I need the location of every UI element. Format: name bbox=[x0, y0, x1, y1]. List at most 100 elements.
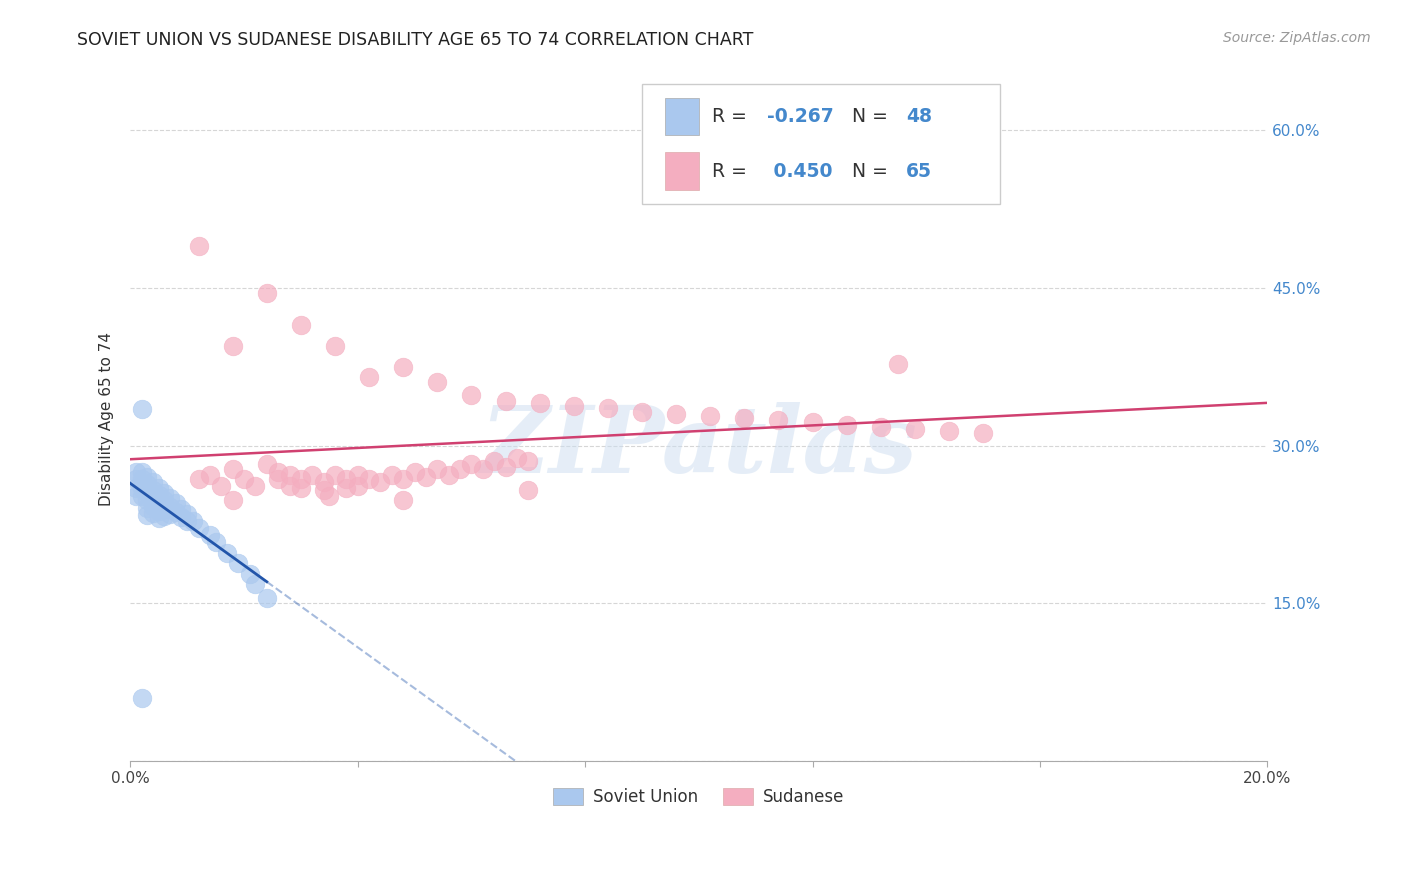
Point bbox=[256, 591, 278, 605]
Point bbox=[972, 425, 994, 440]
Point bbox=[278, 468, 301, 483]
Text: R =: R = bbox=[713, 161, 754, 180]
Point bbox=[495, 394, 517, 409]
Point bbox=[290, 481, 312, 495]
Point bbox=[370, 475, 392, 490]
Text: ZIPatlas: ZIPatlas bbox=[481, 401, 917, 491]
Point bbox=[415, 470, 437, 484]
Point bbox=[187, 472, 209, 486]
Point bbox=[426, 376, 449, 390]
Point bbox=[153, 486, 176, 500]
Point bbox=[665, 407, 688, 421]
Legend: Soviet Union, Sudanese: Soviet Union, Sudanese bbox=[544, 780, 853, 814]
Point bbox=[529, 396, 551, 410]
Point bbox=[335, 472, 357, 486]
Point bbox=[392, 472, 415, 486]
Point bbox=[256, 286, 278, 301]
Point bbox=[136, 484, 159, 499]
Point bbox=[404, 465, 426, 479]
Point bbox=[159, 491, 181, 505]
Point bbox=[359, 370, 381, 384]
Point bbox=[381, 468, 404, 483]
Text: SOVIET UNION VS SUDANESE DISABILITY AGE 65 TO 74 CORRELATION CHART: SOVIET UNION VS SUDANESE DISABILITY AGE … bbox=[77, 31, 754, 49]
Point bbox=[506, 451, 529, 466]
Point bbox=[136, 477, 159, 491]
Text: N =: N = bbox=[839, 107, 894, 126]
Point bbox=[209, 478, 232, 492]
Point bbox=[699, 409, 721, 423]
Point bbox=[290, 318, 312, 332]
Point bbox=[125, 472, 148, 486]
Point bbox=[517, 454, 540, 468]
Point bbox=[187, 238, 209, 252]
Point bbox=[125, 489, 148, 503]
Point bbox=[148, 481, 170, 495]
Point bbox=[153, 508, 176, 523]
Point bbox=[125, 465, 148, 479]
Point bbox=[239, 566, 262, 581]
Point bbox=[136, 500, 159, 515]
Point bbox=[460, 388, 482, 402]
Point bbox=[256, 458, 278, 472]
Point bbox=[904, 422, 927, 436]
Point bbox=[142, 491, 165, 505]
Point bbox=[495, 459, 517, 474]
Point bbox=[131, 489, 153, 503]
Point bbox=[267, 465, 290, 479]
FancyBboxPatch shape bbox=[665, 153, 699, 190]
Point bbox=[449, 461, 471, 475]
Point bbox=[176, 514, 198, 528]
Point bbox=[323, 338, 346, 352]
Point bbox=[245, 478, 267, 492]
Point bbox=[278, 478, 301, 492]
Point bbox=[631, 405, 654, 419]
Point bbox=[170, 510, 193, 524]
Point bbox=[301, 468, 323, 483]
Point bbox=[768, 413, 790, 427]
Text: R =: R = bbox=[713, 107, 754, 126]
Point bbox=[517, 483, 540, 497]
Point bbox=[221, 338, 243, 352]
Point bbox=[482, 454, 505, 468]
Point bbox=[562, 399, 585, 413]
Point bbox=[148, 496, 170, 510]
Point bbox=[228, 557, 250, 571]
Point bbox=[335, 481, 357, 495]
Point bbox=[176, 507, 198, 521]
Point bbox=[245, 577, 267, 591]
Point bbox=[198, 468, 221, 483]
Point bbox=[323, 468, 346, 483]
Point bbox=[426, 461, 449, 475]
Point bbox=[148, 511, 170, 525]
Point bbox=[198, 528, 221, 542]
Text: Source: ZipAtlas.com: Source: ZipAtlas.com bbox=[1223, 31, 1371, 45]
Point bbox=[148, 504, 170, 518]
Point bbox=[148, 488, 170, 502]
Point bbox=[165, 496, 187, 510]
FancyBboxPatch shape bbox=[665, 97, 699, 136]
Point bbox=[142, 475, 165, 490]
Point bbox=[392, 359, 415, 374]
Point bbox=[131, 465, 153, 479]
Point bbox=[346, 478, 368, 492]
Point bbox=[142, 499, 165, 513]
Point bbox=[437, 468, 460, 483]
Point bbox=[359, 472, 381, 486]
Point bbox=[131, 401, 153, 416]
Text: -0.267: -0.267 bbox=[768, 107, 834, 126]
FancyBboxPatch shape bbox=[643, 84, 1000, 204]
Point bbox=[131, 472, 153, 486]
Point bbox=[131, 690, 153, 705]
Point bbox=[460, 458, 482, 472]
Point bbox=[221, 493, 243, 508]
Point bbox=[938, 424, 960, 438]
Point bbox=[215, 546, 238, 560]
Point bbox=[159, 500, 181, 514]
Point bbox=[290, 472, 312, 486]
Point bbox=[835, 417, 858, 432]
Point bbox=[801, 416, 824, 430]
Point bbox=[131, 481, 153, 495]
Point bbox=[125, 481, 148, 495]
Text: N =: N = bbox=[839, 161, 894, 180]
Point bbox=[233, 472, 256, 486]
